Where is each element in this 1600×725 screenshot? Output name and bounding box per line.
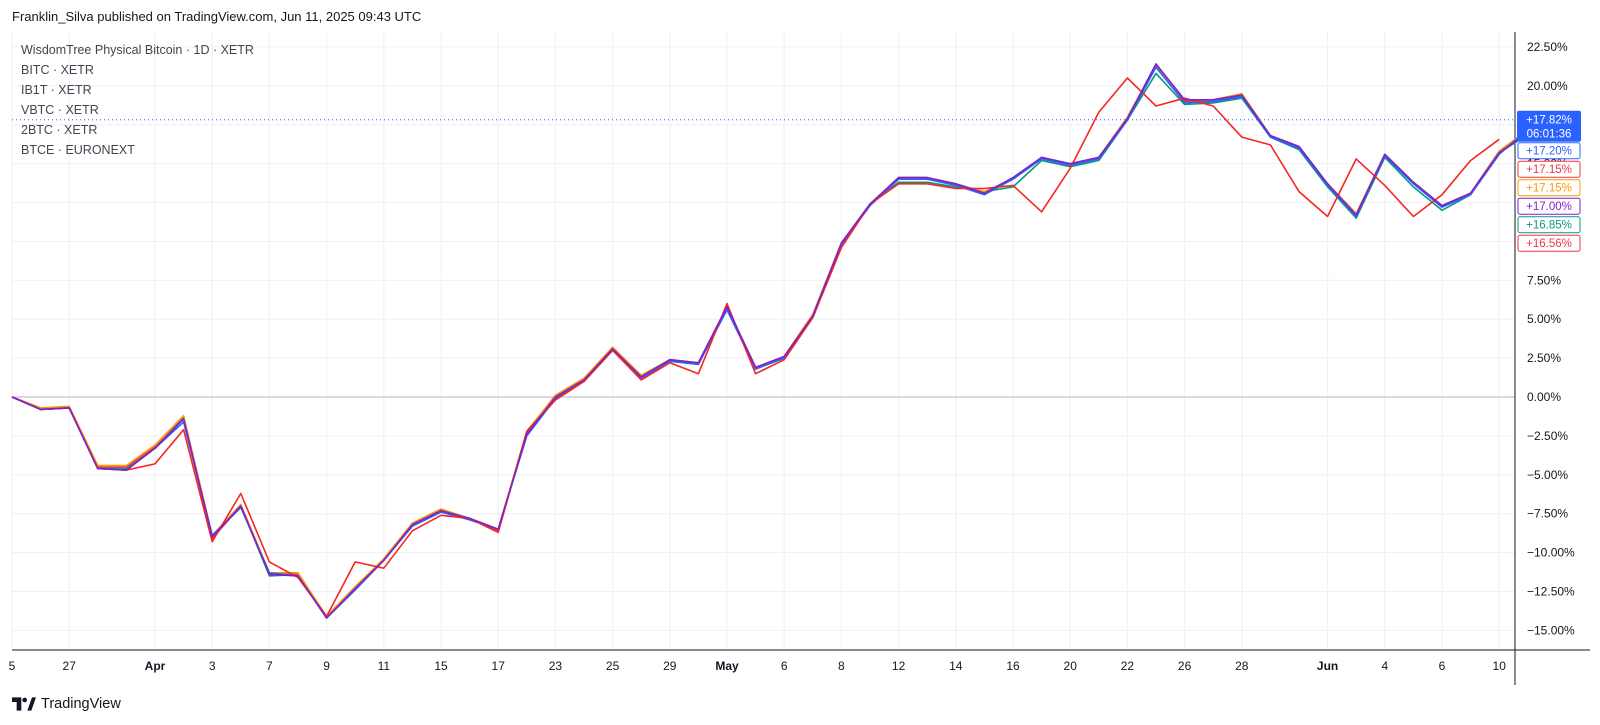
x-tick-label: 11 bbox=[378, 659, 391, 673]
x-tick-label: 17 bbox=[492, 659, 506, 673]
y-tick-label: 22.50% bbox=[1527, 40, 1568, 54]
series-line-5[interactable] bbox=[11, 77, 1500, 618]
price-labels: +17.82% 06:01:36 +17.20% +17.15% +17.15% +17.… bbox=[1517, 110, 1581, 252]
y-tick-label: −12.50% bbox=[1527, 585, 1575, 599]
y-tick-label: −2.50% bbox=[1527, 429, 1568, 443]
series-line-6[interactable] bbox=[11, 63, 1529, 619]
footer-brand-text: TradingView bbox=[41, 696, 121, 712]
series-price-value: +17.15% bbox=[1526, 183, 1572, 195]
x-tick-label: 23 bbox=[549, 659, 563, 673]
x-tick-label: 7 bbox=[266, 659, 273, 673]
y-tick-label: 2.50% bbox=[1527, 351, 1561, 365]
legend-item-vbtc[interactable]: VBTC · XETR bbox=[21, 103, 99, 117]
x-tick-label: 6 bbox=[1439, 659, 1446, 673]
series-price-badge bbox=[1517, 216, 1581, 234]
current-price-value: +17.82% bbox=[1526, 115, 1572, 127]
legend-item-btce[interactable]: BTCE · EURONEXT bbox=[21, 143, 135, 157]
x-tick-label: 3 bbox=[209, 659, 216, 673]
y-tick-label: 7.50% bbox=[1527, 273, 1561, 287]
legend-item-2btc[interactable]: 2BTC · XETR bbox=[21, 123, 98, 137]
current-price-badge bbox=[1517, 110, 1581, 142]
series-price-value: +17.20% bbox=[1526, 146, 1572, 158]
footer-brand[interactable]: TradingView bbox=[12, 696, 121, 712]
x-tick-label: 10 bbox=[1493, 659, 1507, 673]
x-tick-label: 8 bbox=[838, 659, 845, 673]
series-price-value: +17.15% bbox=[1526, 164, 1572, 176]
y-tick-label: −10.00% bbox=[1527, 546, 1575, 560]
tradingview-logo-icon bbox=[12, 697, 36, 711]
series-price-value: +16.56% bbox=[1526, 238, 1572, 250]
x-tick-label: May bbox=[715, 659, 739, 673]
x-tick-label: Jun bbox=[1317, 659, 1338, 673]
x-tick-label: 12 bbox=[892, 659, 906, 673]
y-tick-label: −5.00% bbox=[1527, 468, 1568, 482]
x-tick-label: 20 bbox=[1064, 659, 1078, 673]
series-price-badge bbox=[1517, 197, 1581, 215]
x-tick-label: 28 bbox=[1235, 659, 1249, 673]
series-price-badge bbox=[1517, 234, 1581, 252]
y-tick-label: −7.50% bbox=[1527, 507, 1568, 521]
series-price-value: +16.85% bbox=[1526, 220, 1572, 232]
x-tick-label: 15 bbox=[434, 659, 448, 673]
x-tick-label: 27 bbox=[63, 659, 77, 673]
x-tick-label: 6 bbox=[781, 659, 788, 673]
series-price-badge bbox=[1517, 160, 1581, 178]
x-tick-label: 4 bbox=[1381, 659, 1388, 673]
x-tick-label: Apr bbox=[145, 659, 166, 673]
x-tick-label: 14 bbox=[949, 659, 963, 673]
y-tick-label: 20.00% bbox=[1527, 79, 1568, 93]
series-price-badge bbox=[1517, 142, 1581, 160]
x-tick-label: 9 bbox=[323, 659, 330, 673]
y-tick-label: −15.00% bbox=[1527, 623, 1575, 637]
publish-info: Franklin_Silva published on TradingView.… bbox=[12, 9, 422, 24]
x-tick-label: 16 bbox=[1006, 659, 1020, 673]
series-price-value: +17.00% bbox=[1526, 201, 1572, 213]
x-tick-label: 26 bbox=[1178, 659, 1192, 673]
x-tick-label: 22 bbox=[1121, 659, 1135, 673]
countdown-timer: 06:01:36 bbox=[1527, 129, 1572, 141]
y-tick-label: 0.00% bbox=[1527, 390, 1561, 404]
y-tick-label: 5.00% bbox=[1527, 312, 1561, 326]
series-price-badge bbox=[1517, 179, 1581, 197]
x-tick-label: 25 bbox=[606, 659, 620, 673]
legend-item-ib1t[interactable]: IB1T · XETR bbox=[21, 83, 92, 97]
x-tick-label: 5 bbox=[9, 659, 16, 673]
legend-main-symbol[interactable]: WisdomTree Physical Bitcoin · 1D · XETR bbox=[21, 43, 254, 57]
series-group bbox=[11, 63, 1529, 619]
x-tick-label: 29 bbox=[663, 659, 677, 673]
legend-item-bitc[interactable]: BITC · XETR bbox=[21, 63, 94, 77]
series-legend: WisdomTree Physical Bitcoin · 1D · XETR … bbox=[21, 40, 254, 160]
